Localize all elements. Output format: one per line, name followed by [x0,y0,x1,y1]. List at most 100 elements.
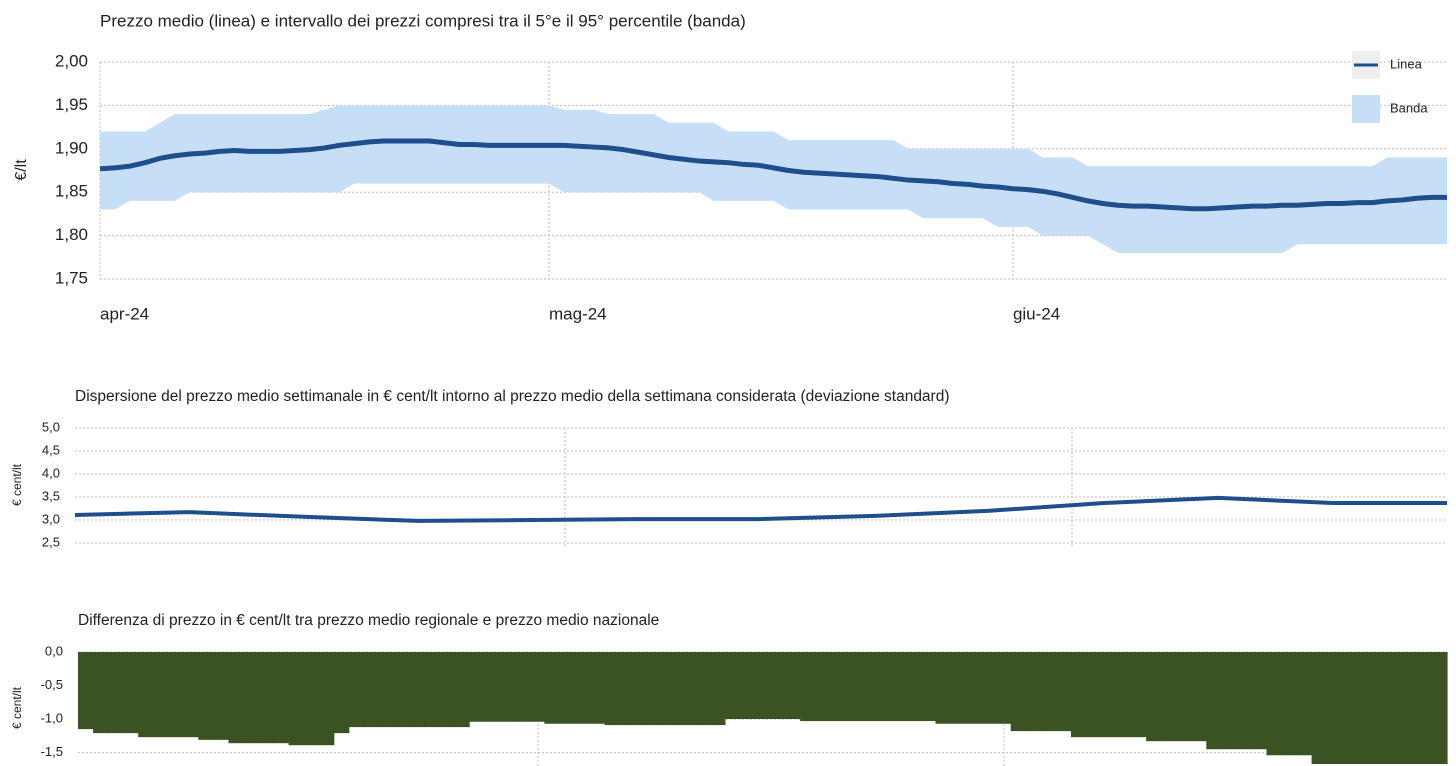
bar [123,652,139,734]
y-tick-label: -1,5 [41,744,63,759]
bar [1055,652,1072,732]
bar [1386,652,1403,764]
bar [1281,652,1298,756]
x-tick-label: apr-24 [100,304,149,323]
bar [363,652,380,728]
bar [739,652,756,720]
bar [1371,652,1388,764]
bar [890,652,907,722]
legend-label: Linea [1390,56,1423,71]
bar [1356,652,1373,764]
bar [754,652,771,720]
bar [589,652,606,724]
bar [138,652,154,738]
bar [469,652,485,722]
bar [454,652,470,728]
y-tick-label: -1,0 [41,710,63,725]
bar [408,652,425,728]
bar [424,652,440,728]
bar [785,652,801,720]
bar [574,652,591,724]
bar [1341,652,1358,764]
bar [243,652,260,744]
bar [1401,652,1418,764]
y-tick-label: 4,5 [42,442,60,457]
bar [604,652,621,726]
bar [1431,652,1448,764]
y-tick-label: 2,5 [42,534,60,549]
y-tick-label: 0,0 [45,643,63,658]
bar [1191,652,1207,742]
y-tick-label: 1,75 [55,268,88,287]
y-tick-label: 1,90 [55,138,88,157]
bar [1266,652,1283,756]
bar [1161,652,1177,742]
bar [935,652,952,724]
bar [815,652,831,722]
bar [1085,652,1102,738]
bar [1070,652,1087,738]
chart-title: Prezzo medio (linea) e intervallo dei pr… [100,11,746,30]
bar [950,652,967,724]
bar [1311,652,1328,764]
bar [153,652,169,738]
bar [273,652,290,744]
bar [980,652,997,724]
bar [108,652,124,734]
y-tick-label: 1,95 [55,95,88,114]
bar [168,652,184,738]
y-tick-label: 1,85 [55,182,88,201]
bar [905,652,922,722]
bar [830,652,846,722]
bar [1221,652,1237,750]
bar [770,652,786,720]
line-series [74,495,1447,523]
bar [1100,652,1117,738]
bar [303,652,320,746]
legend-label: Banda [1390,100,1428,115]
bar [709,652,726,726]
bar [393,652,410,728]
bar [679,652,696,726]
bar [649,652,666,726]
bar [93,652,109,734]
bar [920,652,937,722]
bar [619,652,636,726]
bar [1326,652,1343,764]
bar [1296,652,1313,756]
bar [694,652,711,726]
bar [1176,652,1192,742]
y-axis-label: €/lt [13,159,30,181]
bar [1040,652,1057,732]
bar [1251,652,1268,750]
bar [664,652,681,726]
bar [1116,652,1132,738]
bar [484,652,500,722]
bar [1010,652,1027,732]
x-tick-label: giu-24 [1013,304,1060,323]
bar [800,652,816,722]
x-tick-label: mag-24 [549,304,607,323]
bar [348,652,365,728]
bar [1131,652,1147,738]
bar [333,652,350,734]
bar [965,652,982,724]
bar [1025,652,1042,732]
bar [318,652,335,746]
legend-bg [1352,95,1380,123]
y-axis-label: € cent/lt [10,686,24,729]
bar [213,652,230,740]
line-series [99,138,1447,212]
bar [875,652,891,722]
bar [845,652,861,722]
bar [439,652,455,728]
bar [995,652,1012,724]
y-axis-label: € cent/lt [10,463,24,506]
bar [78,652,94,730]
chart-title: Differenza di prezzo in € cent/lt tra pr… [78,612,659,629]
bar [288,652,305,746]
y-tick-label: 3,0 [42,511,60,526]
bar [1206,652,1222,750]
y-tick-label: -0,5 [41,677,63,692]
